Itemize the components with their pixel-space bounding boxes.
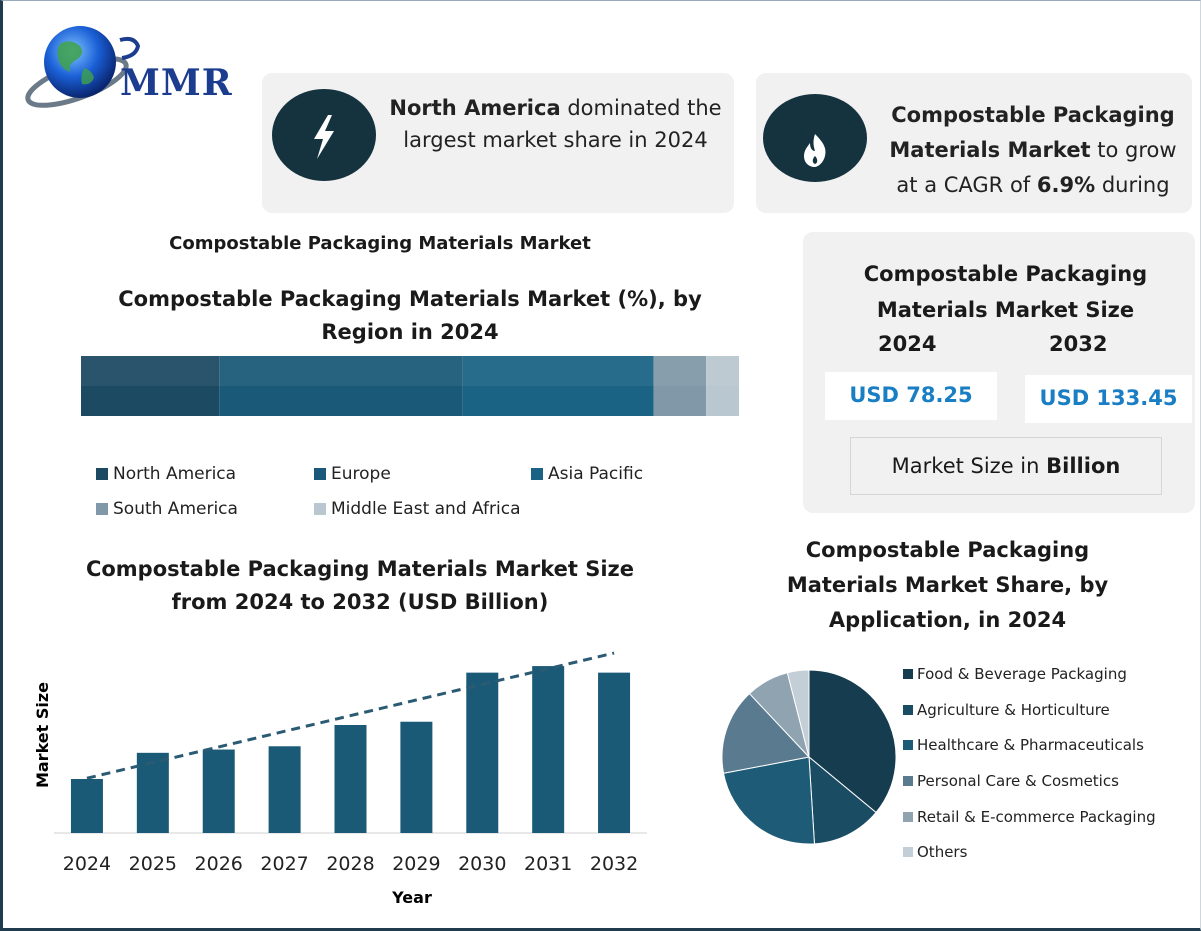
legend-swatch <box>531 468 543 480</box>
legend-item-europe: Europe <box>314 464 391 484</box>
lightning-bolt-icon <box>314 115 334 159</box>
legend-swatch <box>903 740 913 751</box>
flame-icon <box>804 134 826 167</box>
region-segment-middle-east-and-africa <box>706 356 739 416</box>
pie-slice-others <box>786 669 810 758</box>
pie-slice-agriculture-horticulture <box>808 755 877 845</box>
column-bar-2024 <box>70 779 103 833</box>
region-segment-north-america <box>81 356 220 416</box>
region-chart-title: Compostable Packaging Materials Market (… <box>118 287 702 344</box>
x-axis-label: Year <box>391 888 432 907</box>
legend-swatch <box>903 847 913 858</box>
trend-line <box>86 651 615 780</box>
legend-item-north-america: North America <box>96 464 236 484</box>
x-tick-label: 2027 <box>260 853 308 875</box>
column-bar-2027 <box>268 746 301 833</box>
legend-item-south-america: South America <box>96 499 238 519</box>
pie-slice-food-beverage-packaging <box>808 669 897 814</box>
pie-legend-item: Retail & E-commerce Packaging <box>903 807 1156 843</box>
pie-slice-healthcare-pharmaceuticals <box>722 756 815 845</box>
region-segment-europe <box>219 356 463 416</box>
logo-text: MMR <box>120 62 233 104</box>
legend-swatch <box>903 776 913 787</box>
x-tick-label: 2024 <box>63 853 111 875</box>
x-tick-label: 2030 <box>458 853 506 875</box>
highlight-badge-cagr <box>763 94 867 182</box>
x-tick-label: 2025 <box>129 853 177 875</box>
legend-swatch <box>96 468 108 480</box>
legend-item-middle-east-africa: Middle East and Africa <box>314 499 521 519</box>
main-title: Compostable Packaging Materials Market <box>169 233 591 254</box>
mmr-logo <box>22 22 247 117</box>
legend-swatch <box>903 669 913 679</box>
market-size-value-end: USD 133.45 <box>1025 375 1192 423</box>
legend-swatch <box>903 704 913 715</box>
x-tick-label: 2026 <box>195 853 243 875</box>
column-bar-2032 <box>598 672 631 833</box>
y-axis-label: Market Size <box>33 682 52 788</box>
pie-legend-item: Personal Care & Cosmetics <box>903 771 1156 807</box>
highlight-badge-region <box>272 89 376 181</box>
pie-legend-item: Others <box>903 842 1156 878</box>
column-chart-title: Compostable Packaging Materials Market S… <box>85 557 635 614</box>
market-size-unit: Market Size in Billion <box>850 437 1162 495</box>
highlight-cagr-text: Compostable Packaging Materials Market t… <box>889 103 1177 197</box>
market-size-title: Compostable Packaging Materials Market S… <box>863 262 1148 322</box>
column-bar-2031 <box>532 666 565 833</box>
x-tick-label: 2028 <box>326 853 374 875</box>
column-bar-2026 <box>202 749 235 833</box>
x-tick-label: 2029 <box>392 853 440 875</box>
pie-legend: Food & Beverage Packaging Agriculture & … <box>903 664 1156 878</box>
column-bar-2029 <box>400 721 433 833</box>
legend-swatch <box>314 468 326 480</box>
x-tick-label: 2031 <box>524 853 572 875</box>
highlight-region-text: North America dominated the largest mark… <box>389 96 722 152</box>
region-bar-gloss <box>81 356 739 386</box>
column-bar-2030 <box>466 672 499 833</box>
market-size-year-end: 2032 <box>1049 332 1108 356</box>
legend-swatch <box>96 503 108 515</box>
legend-swatch <box>314 503 326 515</box>
pie-legend-item: Healthcare & Pharmaceuticals <box>903 735 1156 771</box>
x-tick-label: 2032 <box>590 853 638 875</box>
column-bar-2028 <box>334 725 367 833</box>
pie-legend-item: Agriculture & Horticulture <box>903 700 1156 736</box>
pie-slice-personal-care-cosmetics <box>721 692 810 774</box>
region-segment-south-america <box>653 356 707 416</box>
region-segment-asia-pacific <box>462 356 654 416</box>
column-bar-2025 <box>136 752 169 833</box>
legend-swatch <box>903 811 913 822</box>
market-size-value-start: USD 78.25 <box>825 372 997 420</box>
legend-item-asia-pacific: Asia Pacific <box>531 464 643 484</box>
pie-chart-title: Compostable Packaging Materials Market S… <box>786 538 1109 632</box>
market-size-year-start: 2024 <box>878 332 937 356</box>
pie-legend-item: Food & Beverage Packaging <box>903 664 1156 700</box>
